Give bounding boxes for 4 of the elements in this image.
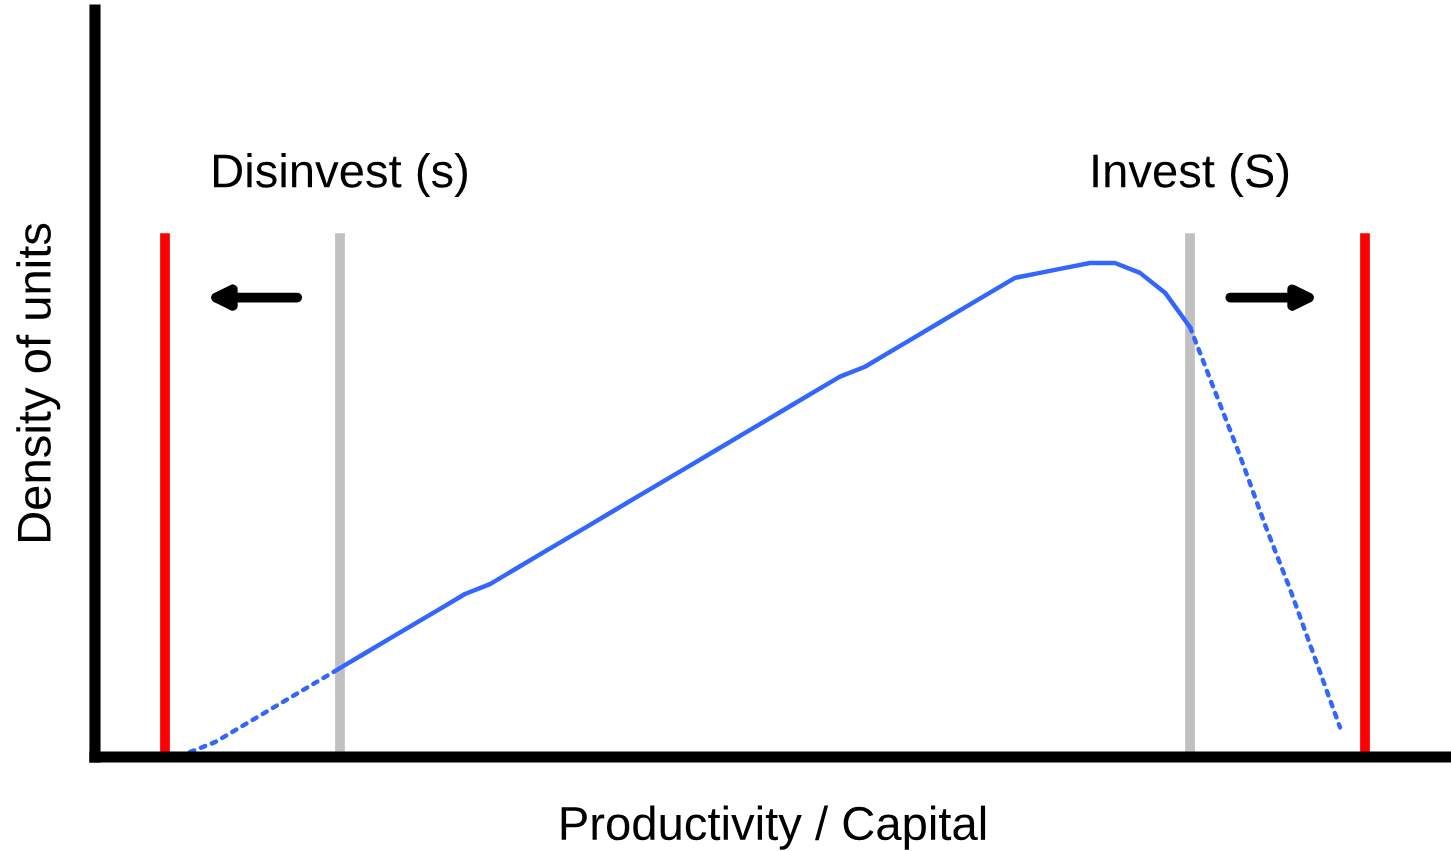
y-axis-title: Density of units — [16, 223, 61, 542]
text: Disinvest (s) — [214, 152, 467, 197]
x-axis-title: Productivity / Capital — [561, 805, 986, 850]
text: Invest (S) — [1093, 152, 1289, 197]
